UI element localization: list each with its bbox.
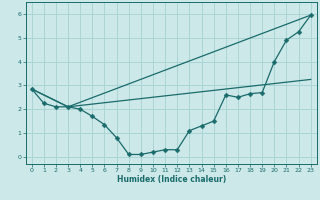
- X-axis label: Humidex (Indice chaleur): Humidex (Indice chaleur): [116, 175, 226, 184]
